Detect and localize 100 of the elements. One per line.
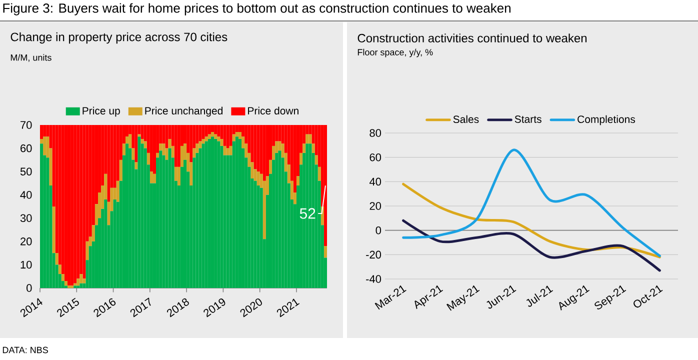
bar <box>190 125 193 162</box>
bar <box>177 166 180 186</box>
legend-label: Sales <box>453 115 479 124</box>
bar <box>229 146 232 156</box>
bar <box>80 283 83 288</box>
y-tick-label: 40 <box>369 178 382 186</box>
bar <box>232 134 236 142</box>
bar <box>64 281 68 286</box>
caption: Figure 3: Buyers wait for home prices to bottom out as construction continues to weaken <box>3 3 510 16</box>
bar <box>196 152 199 288</box>
chart-title: Construction activities continued to weaken <box>358 34 587 42</box>
chart-subtitle: M/M, units <box>10 54 52 62</box>
bar <box>58 264 62 274</box>
bar <box>296 176 300 186</box>
bar <box>208 125 211 134</box>
bar <box>262 125 266 181</box>
bar <box>256 125 260 172</box>
bar <box>82 125 86 279</box>
bar <box>226 155 230 288</box>
y-tick-label: 40 <box>20 190 32 199</box>
bar <box>156 152 160 158</box>
bar <box>314 155 318 165</box>
bar <box>214 138 218 288</box>
bar <box>202 125 205 139</box>
bar <box>134 125 138 162</box>
bar <box>40 144 44 288</box>
bar <box>278 150 282 288</box>
bar <box>46 158 50 288</box>
bar <box>275 152 278 288</box>
bar <box>80 274 83 284</box>
bar <box>223 146 226 156</box>
bar <box>107 125 110 202</box>
bar <box>210 132 214 137</box>
bar <box>152 125 156 174</box>
bar <box>55 253 58 265</box>
bar <box>43 125 46 137</box>
y-tick-label: 0 <box>376 226 382 234</box>
bar <box>260 188 263 288</box>
y-tick-label: 60 <box>370 153 382 162</box>
bar <box>132 148 135 160</box>
bar <box>146 152 150 165</box>
bar <box>226 125 230 148</box>
bar <box>113 125 116 188</box>
bar <box>180 146 184 167</box>
y-tick-label: 30 <box>20 214 32 222</box>
bar <box>74 125 77 284</box>
legend-label: Completions <box>578 115 636 126</box>
bar <box>104 200 108 288</box>
y-tick-label: 0 <box>26 284 32 292</box>
bar <box>229 125 232 146</box>
bar <box>144 141 147 148</box>
bar <box>217 125 220 137</box>
bar <box>138 134 141 137</box>
bar <box>168 148 172 288</box>
bar <box>220 138 224 146</box>
bar <box>235 136 238 288</box>
y-tick-label: 50 <box>20 168 32 176</box>
y-tick-label: 70 <box>20 121 32 129</box>
bar <box>256 172 260 186</box>
bar <box>217 141 220 288</box>
bar <box>204 141 208 288</box>
bar <box>152 174 156 184</box>
chart-subtitle: Floor space, y/y, % <box>358 48 433 58</box>
bar <box>52 206 56 254</box>
y-tick-label: 60 <box>20 144 32 152</box>
bar <box>204 125 208 137</box>
bar <box>138 136 141 288</box>
bar <box>235 125 238 132</box>
bar <box>324 246 327 258</box>
y-tick-label: 80 <box>370 129 382 137</box>
bar <box>150 172 153 184</box>
bar <box>116 180 120 202</box>
bar <box>214 125 218 134</box>
bar <box>61 274 64 282</box>
bar <box>208 134 211 139</box>
bar <box>293 125 296 193</box>
bar <box>150 125 153 172</box>
bar <box>220 146 224 288</box>
bar <box>159 150 162 288</box>
line-series <box>402 148 661 258</box>
bar <box>165 125 168 148</box>
bar <box>119 160 122 181</box>
y-tick-label: 20 <box>20 238 32 246</box>
bar <box>308 134 312 144</box>
bar <box>278 125 282 142</box>
bar <box>318 166 321 181</box>
bar <box>324 125 327 246</box>
bar <box>254 125 257 170</box>
bar <box>312 144 315 153</box>
bar <box>122 144 126 156</box>
legend-label: Starts <box>514 115 542 123</box>
chart-title: Change in property price across 70 cities <box>10 32 228 44</box>
bar <box>268 160 272 174</box>
legend-label: Price down <box>248 106 298 115</box>
text: DATA: NBS <box>2 346 48 354</box>
bar <box>174 125 178 167</box>
bar <box>70 125 74 286</box>
y-tick-label: 10 <box>20 260 32 269</box>
legend-label: Price unchanged <box>145 106 222 117</box>
bar <box>80 125 83 274</box>
